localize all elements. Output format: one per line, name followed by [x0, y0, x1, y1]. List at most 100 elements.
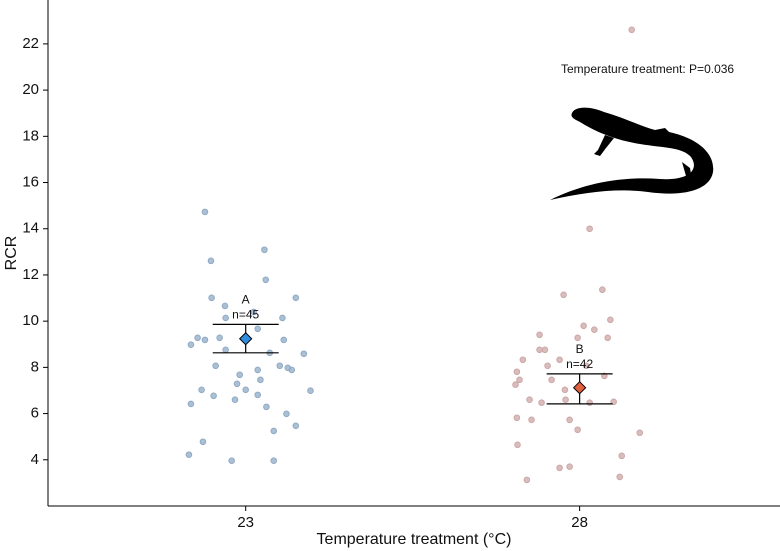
- data-point: [519, 356, 527, 364]
- data-point: [566, 416, 573, 424]
- data-point: [254, 366, 262, 374]
- y-tick-label: 6: [31, 405, 39, 422]
- data-point: [231, 396, 239, 404]
- group-letter: B: [576, 342, 584, 356]
- data-point: [307, 387, 314, 395]
- data-point: [276, 362, 284, 370]
- y-tick-label: 18: [22, 127, 39, 144]
- data-point: [300, 350, 308, 358]
- data-point: [228, 457, 235, 465]
- x-tick-label: 23: [237, 514, 254, 531]
- data-point: [548, 376, 555, 384]
- data-point: [636, 429, 644, 437]
- data-point: [560, 291, 567, 299]
- data-point: [283, 410, 290, 418]
- data-point: [591, 326, 598, 334]
- y-tick-label: 14: [22, 220, 39, 237]
- data-point: [541, 346, 549, 354]
- data-point: [216, 334, 223, 342]
- data-point: [270, 457, 278, 465]
- data-point: [270, 427, 278, 435]
- lizard-silhouette: [550, 107, 714, 200]
- data-point: [208, 294, 215, 302]
- data-point: [198, 386, 205, 394]
- data-point: [212, 362, 219, 370]
- y-tick-label: 16: [22, 173, 39, 190]
- data-point: [566, 463, 573, 471]
- data-point: [604, 334, 611, 342]
- data-point: [254, 391, 262, 399]
- data-point: [201, 336, 209, 344]
- data-point: [250, 308, 258, 316]
- data-point: [536, 346, 543, 354]
- n-label: n=45: [232, 308, 259, 322]
- data-point: [610, 398, 617, 406]
- data-point: [261, 246, 268, 254]
- data-point: [628, 26, 636, 34]
- data-point: [279, 314, 286, 322]
- data-point: [574, 334, 581, 342]
- y-tick-label: 8: [31, 358, 39, 375]
- data-point: [583, 362, 590, 370]
- data-point: [194, 334, 201, 342]
- data-point: [599, 286, 606, 294]
- data-point: [526, 396, 533, 404]
- data-point: [514, 441, 521, 449]
- y-tick-label: 22: [22, 35, 39, 52]
- x-tick-label: 28: [571, 514, 588, 531]
- data-point: [288, 366, 296, 374]
- data-point: [257, 376, 264, 384]
- data-point: [236, 371, 243, 379]
- data-point: [607, 316, 614, 324]
- data-point: [513, 414, 521, 422]
- y-axis-title: RCR: [3, 236, 20, 271]
- data-point: [586, 399, 593, 407]
- data-point: [556, 464, 563, 472]
- y-tick-label: 10: [22, 312, 39, 329]
- data-point: [187, 400, 195, 408]
- data-point: [516, 376, 523, 384]
- data-point: [538, 399, 545, 407]
- data-point: [201, 208, 209, 216]
- y-tick-label: 12: [22, 266, 39, 283]
- data-point: [562, 396, 569, 404]
- data-point: [233, 380, 241, 388]
- data-point: [221, 302, 229, 310]
- data-point: [263, 403, 270, 411]
- data-point: [616, 473, 624, 481]
- data-point: [556, 356, 563, 364]
- mean-marker: [238, 332, 253, 346]
- group-letter: A: [242, 293, 250, 307]
- data-point: [262, 276, 270, 284]
- y-tick-label: 20: [22, 81, 39, 98]
- data-point: [292, 294, 300, 302]
- data-point: [187, 341, 195, 349]
- data-point: [618, 452, 626, 460]
- data-point: [210, 392, 217, 400]
- n-label: n=42: [566, 357, 593, 371]
- data-point: [254, 325, 262, 333]
- data-point: [544, 362, 551, 370]
- annotation: Temperature treatment: P=0.036: [561, 62, 734, 76]
- data-point: [513, 368, 521, 376]
- data-point: [222, 346, 229, 354]
- data-point: [523, 476, 531, 484]
- data-point: [185, 451, 193, 459]
- data-point: [242, 386, 249, 394]
- data-point: [601, 372, 608, 380]
- data-point: [561, 386, 569, 394]
- mean-marker: [572, 380, 587, 395]
- data-point: [586, 225, 593, 233]
- data-point: [222, 314, 229, 322]
- y-tick-label: 4: [31, 451, 39, 468]
- x-axis-title: Temperature treatment (°C): [317, 531, 512, 548]
- data-point: [199, 438, 207, 446]
- data-point: [580, 322, 587, 330]
- data-point: [512, 381, 519, 388]
- data-point: [280, 336, 288, 344]
- data-point: [207, 257, 215, 265]
- data-point: [574, 426, 581, 434]
- data-point: [536, 331, 543, 339]
- data-point: [528, 416, 535, 424]
